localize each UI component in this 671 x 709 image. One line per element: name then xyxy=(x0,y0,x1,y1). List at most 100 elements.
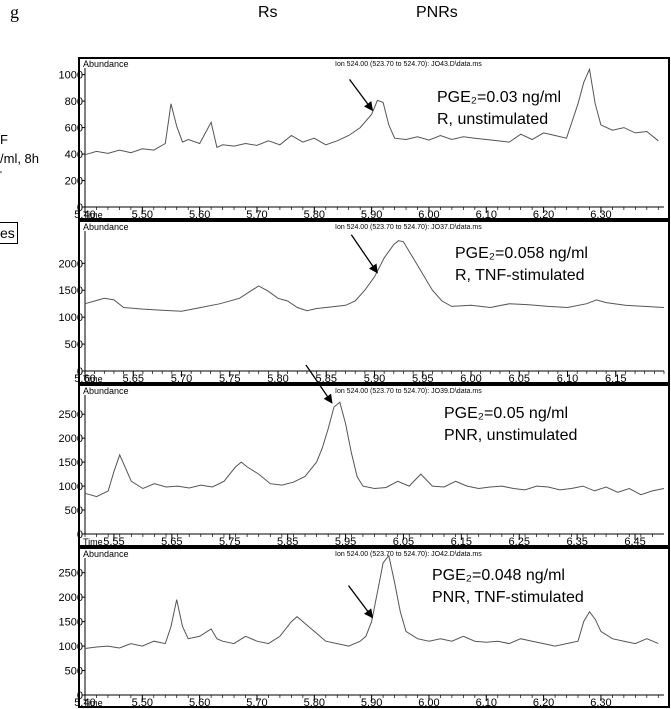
chart-2-xtick-label: 5.60 xyxy=(74,373,95,385)
chart-3-xtick-label: 6.15 xyxy=(451,536,472,548)
chart-3-arrow xyxy=(305,364,333,404)
chart-4-arrow xyxy=(347,585,374,619)
chart-4-trace xyxy=(84,554,659,649)
chart-2-xtick-label: 6.00 xyxy=(460,373,481,385)
chart-3-ytick-label: 1500 xyxy=(59,457,83,469)
chart-1-frame xyxy=(78,57,670,220)
chart-1-annotation-condition: R, unstimulated xyxy=(437,111,548,128)
chart-3-xtick-label: 5.55 xyxy=(103,536,124,548)
chart-1-xtick-label: 6.10 xyxy=(476,209,497,221)
panel-letter: g xyxy=(10,2,19,22)
chart-3-trace xyxy=(84,401,665,498)
chart-2-ylabel: Abundance xyxy=(83,222,129,232)
chart-3-xlabel: Time xyxy=(83,537,103,547)
chart-2-xtick-label: 6.15 xyxy=(605,373,626,385)
chart-2-annotation-condition: R, TNF-stimulated xyxy=(455,267,585,284)
chart-1-ytick-label: 800 xyxy=(65,96,83,108)
chart-3-ion-label: Ion 524.00 (523.70 to 524.70): JO39.D\da… xyxy=(335,388,482,395)
column-label-rs: Rs xyxy=(258,4,278,21)
chart-1-trace xyxy=(84,67,659,156)
chart-2-xtick-label: 5.95 xyxy=(412,373,433,385)
chart-2-frame xyxy=(78,220,670,384)
chart-2-annotation-concentration: PGE₂=0.058 ng/ml xyxy=(455,245,588,262)
chart-2-xtick-label: 5.80 xyxy=(267,373,288,385)
chart-1-ytick-label: 0 xyxy=(77,202,83,214)
chart-1-xtick-label: 6.30 xyxy=(590,209,611,221)
chart-3-xtick-label: 6.05 xyxy=(393,536,414,548)
chart-1-xtick-label: 5.40 xyxy=(74,209,95,221)
chart-4-xtick-label: 5.90 xyxy=(361,697,382,709)
chart-4-xtick-label: 6.10 xyxy=(476,697,497,709)
chart-4-ylabel: Abundance xyxy=(83,549,129,559)
chart-2-xtick-label: 5.65 xyxy=(123,373,144,385)
chart-4-xtick-label: 5.50 xyxy=(132,697,153,709)
chart-2-xtick-label: 6.10 xyxy=(557,373,578,385)
chart-3-annotation-concentration: PGE₂=0.05 ng/ml xyxy=(444,405,568,422)
chart-1-ylabel: Abundance xyxy=(83,59,129,69)
chart-2-trace xyxy=(84,240,665,312)
chart-3-xtick-label: 5.75 xyxy=(219,536,240,548)
chart-1-xlabel: Time xyxy=(83,210,103,220)
chart-3-ytick-label: 1000 xyxy=(59,481,83,493)
chart-4-annotation-concentration: PGE₂=0.048 ng/ml xyxy=(432,567,565,584)
chart-4-ytick-label: 2000 xyxy=(59,592,83,604)
chart-2-arrow xyxy=(350,234,378,274)
chart-3-ytick-label: 500 xyxy=(65,505,83,517)
chart-1-xtick-label: 6.20 xyxy=(533,209,554,221)
chart-3-annotation-condition: PNR, unstimulated xyxy=(444,427,577,444)
chart-4-xtick-label: 5.70 xyxy=(246,697,267,709)
chart-1-ytick-label: 400 xyxy=(65,149,83,161)
chart-4-ytick-label: 1000 xyxy=(59,641,83,653)
chart-4-xtick-label: 6.30 xyxy=(590,697,611,709)
chart-2-ytick-label: 1500 xyxy=(59,285,83,297)
chart-4-xtick-label: 5.80 xyxy=(304,697,325,709)
chart-1-xtick-label: 5.90 xyxy=(361,209,382,221)
chart-4-xtick-label: 6.20 xyxy=(533,697,554,709)
chart-4-ytick-label: 500 xyxy=(65,666,83,678)
chart-4-ion-label: Ion 524.00 (523.70 to 524.70): JO42.D\da… xyxy=(335,551,482,558)
chart-2-ytick-label: 0 xyxy=(77,366,83,378)
chart-4-ytick-label: 1500 xyxy=(59,617,83,629)
chart-4-ytick-label: 2500 xyxy=(59,568,83,580)
chart-4-ytick-label: 0 xyxy=(77,690,83,702)
left-cropped-tick: ' xyxy=(0,170,2,181)
chart-1-xtick-label: 5.60 xyxy=(189,209,210,221)
left-cropped-label-1: F xyxy=(0,132,8,147)
chart-2-ytick-label: 1000 xyxy=(59,312,83,324)
chart-3-xtick-label: 5.95 xyxy=(335,536,356,548)
chart-4-xtick-label: 5.40 xyxy=(74,697,95,709)
chart-2-xtick-label: 5.75 xyxy=(219,373,240,385)
chart-2-xtick-label: 5.85 xyxy=(316,373,337,385)
chart-3-frame xyxy=(78,384,670,547)
chart-2-xtick-label: 6.05 xyxy=(509,373,530,385)
chart-1-xtick-label: 5.50 xyxy=(132,209,153,221)
chart-4-xtick-label: 6.00 xyxy=(418,697,439,709)
left-cropped-boxed-label: es xyxy=(0,222,18,244)
chart-1-arrow xyxy=(348,78,374,112)
chart-2-ytick-label: 500 xyxy=(65,339,83,351)
chart-4-xlabel: Time xyxy=(83,698,103,708)
chart-1-xtick-label: 5.80 xyxy=(304,209,325,221)
chart-4-annotation-condition: PNR, TNF-stimulated xyxy=(432,589,584,606)
chart-2-xtick-label: 5.70 xyxy=(171,373,192,385)
chart-1-ytick-label: 600 xyxy=(65,123,83,135)
chart-1-ytick-label: 1000 xyxy=(59,70,83,82)
chart-2-ion-label: Ion 524.00 (523.70 to 524.70): JO37.D\da… xyxy=(335,224,482,231)
chart-2-ytick-label: 2000 xyxy=(59,258,83,270)
chart-1-xtick-label: 6.00 xyxy=(418,209,439,221)
chart-2-xlabel: Time xyxy=(83,374,103,384)
chart-3-ytick-label: 2500 xyxy=(59,409,83,421)
chart-4-xtick-label: 5.60 xyxy=(189,697,210,709)
chart-3-xtick-label: 5.65 xyxy=(161,536,182,548)
chart-3-xtick-label: 6.25 xyxy=(509,536,530,548)
chart-3-ytick-label: 2000 xyxy=(59,433,83,445)
chart-3-ytick-label: 0 xyxy=(77,529,83,541)
chart-3-xtick-label: 5.85 xyxy=(277,536,298,548)
chart-3-ylabel: Abundance xyxy=(83,386,129,396)
chart-1-xtick-label: 5.70 xyxy=(246,209,267,221)
column-label-pnrs: PNRs xyxy=(416,4,458,21)
chart-3-xtick-label: 6.35 xyxy=(566,536,587,548)
chart-2-xtick-label: 5.90 xyxy=(364,373,385,385)
left-cropped-label-2: /ml, 8h xyxy=(0,151,40,166)
